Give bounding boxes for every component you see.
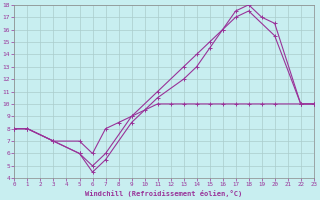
X-axis label: Windchill (Refroidissement éolien,°C): Windchill (Refroidissement éolien,°C) [85, 190, 243, 197]
